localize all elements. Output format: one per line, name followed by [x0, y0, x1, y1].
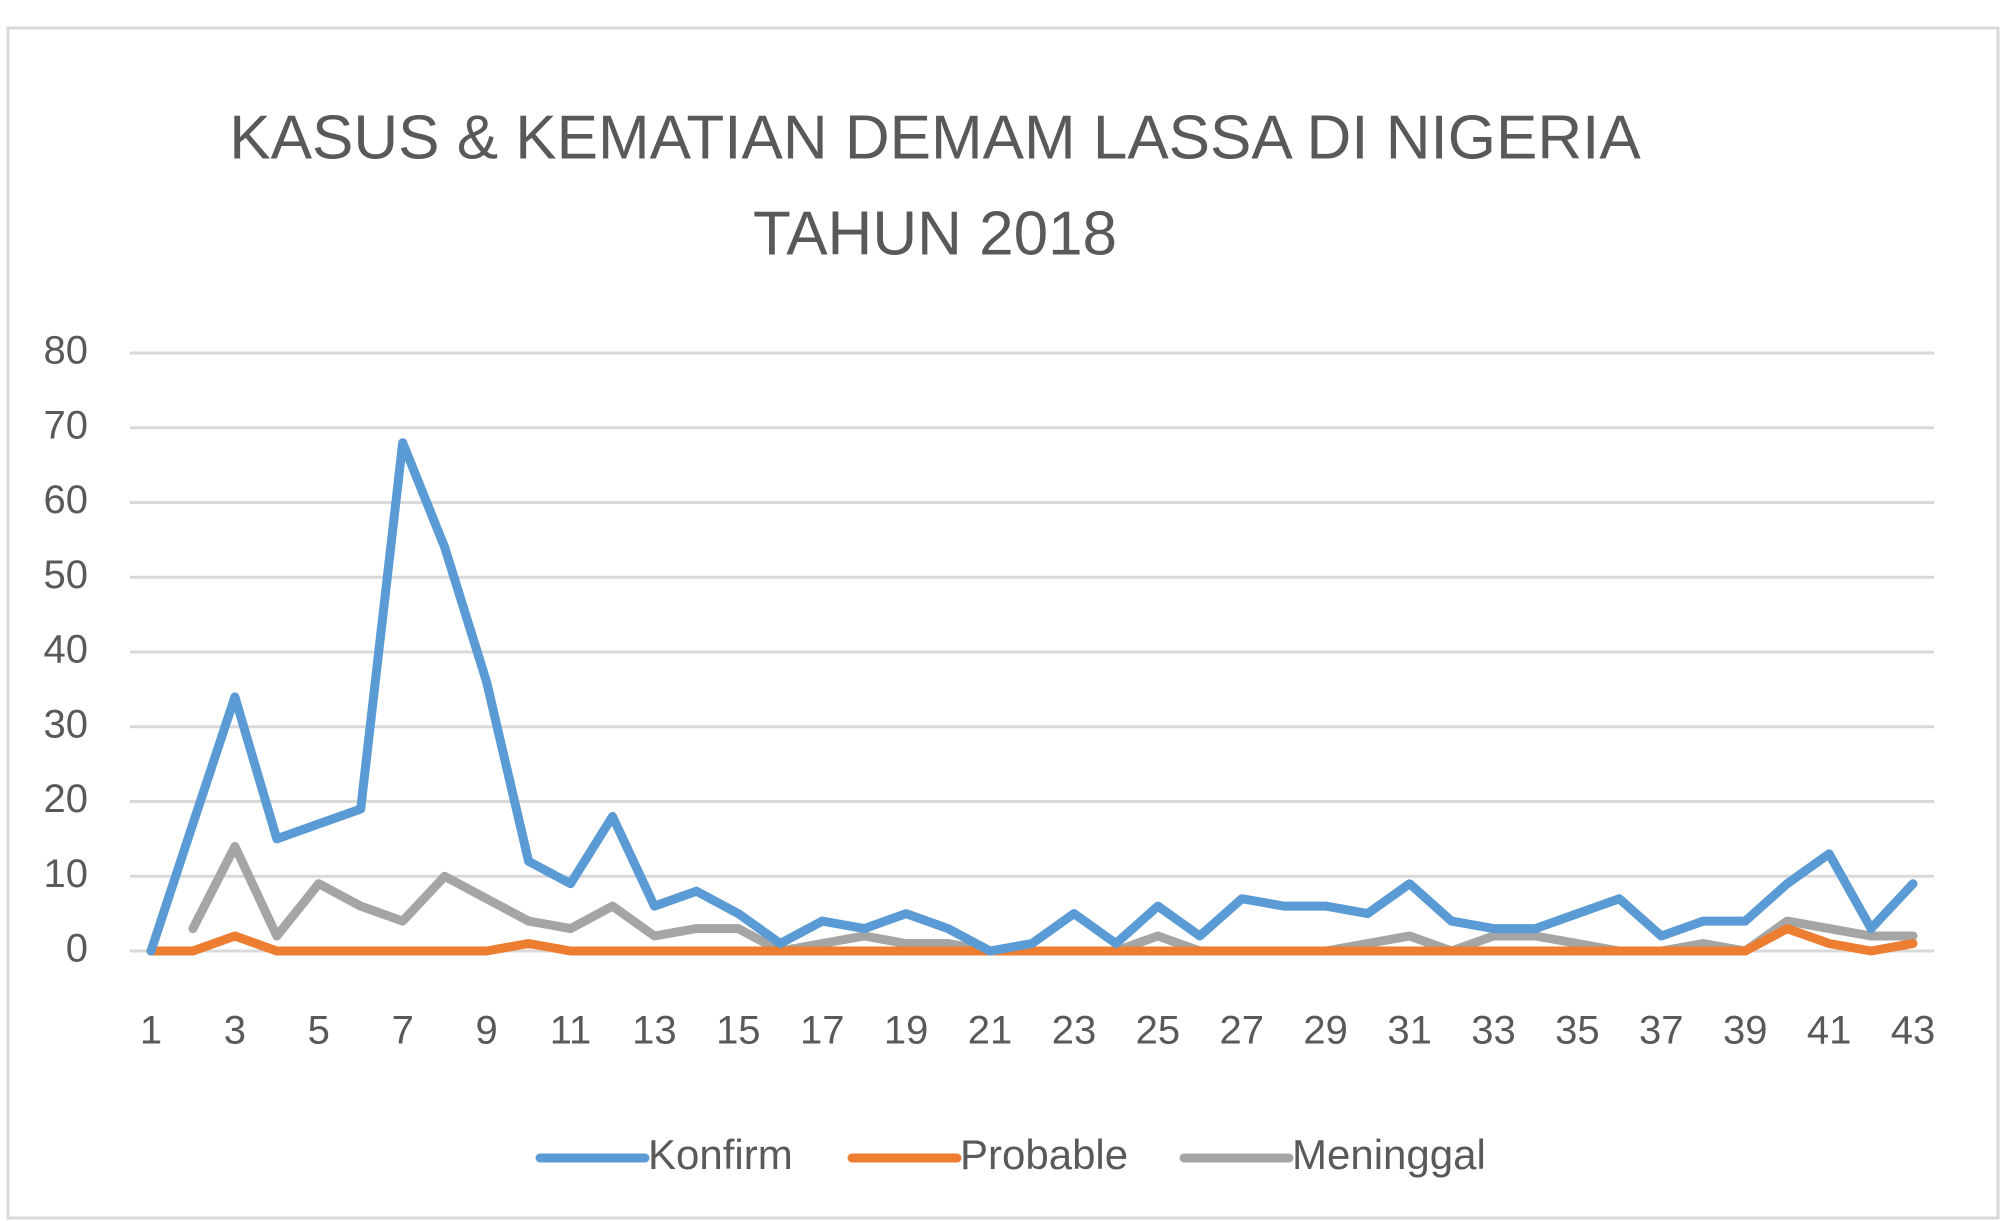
- x-tick-label: 21: [968, 1009, 1013, 1053]
- x-tick-label: 13: [632, 1009, 677, 1053]
- x-tick-label: 19: [884, 1009, 929, 1053]
- y-tick-label: 70: [44, 403, 89, 447]
- series-line: [146, 924, 1918, 956]
- y-tick-label: 10: [44, 852, 89, 896]
- y-tick-label: 50: [44, 553, 89, 597]
- legend-label: Probable: [960, 1131, 1128, 1178]
- x-tick-label: 37: [1639, 1009, 1684, 1053]
- y-tick-label: 80: [44, 329, 89, 373]
- x-tick-label: 29: [1303, 1009, 1348, 1053]
- x-tick-label: 31: [1387, 1009, 1432, 1053]
- legend-label: Konfirm: [648, 1131, 793, 1178]
- chart-title: TAHUN 2018: [753, 199, 1117, 268]
- y-tick-label: 30: [44, 702, 89, 746]
- x-tick-label: 5: [308, 1009, 330, 1053]
- x-tick-label: 43: [1891, 1009, 1936, 1053]
- x-tick-label: 11: [550, 1009, 592, 1053]
- y-tick-label: 20: [44, 777, 89, 821]
- y-tick-label: 0: [66, 927, 88, 971]
- x-tick-label: 27: [1220, 1009, 1265, 1053]
- chart-frame: [6, 26, 2000, 1220]
- x-tick-label: 7: [392, 1009, 414, 1053]
- x-tick-label: 17: [800, 1009, 845, 1053]
- x-tick-label: 25: [1136, 1009, 1181, 1053]
- chart-title: KASUS & KEMATIAN DEMAM LASSA DI NIGERIA: [229, 103, 1641, 172]
- x-tick-label: 1: [140, 1009, 162, 1053]
- series-line: [146, 438, 1918, 956]
- y-tick-label: 40: [44, 628, 89, 672]
- x-tick-label: 15: [716, 1009, 761, 1053]
- x-tick-label: 9: [475, 1009, 497, 1053]
- legend-label: Meninggal: [1292, 1131, 1486, 1178]
- x-tick-label: 35: [1555, 1009, 1600, 1053]
- x-tick-label: 23: [1052, 1009, 1097, 1053]
- x-tick-label: 39: [1723, 1009, 1768, 1053]
- x-tick-label: 33: [1471, 1009, 1516, 1053]
- y-tick-label: 60: [44, 478, 89, 522]
- x-tick-label: 41: [1807, 1009, 1852, 1053]
- x-tick-label: 3: [224, 1009, 246, 1053]
